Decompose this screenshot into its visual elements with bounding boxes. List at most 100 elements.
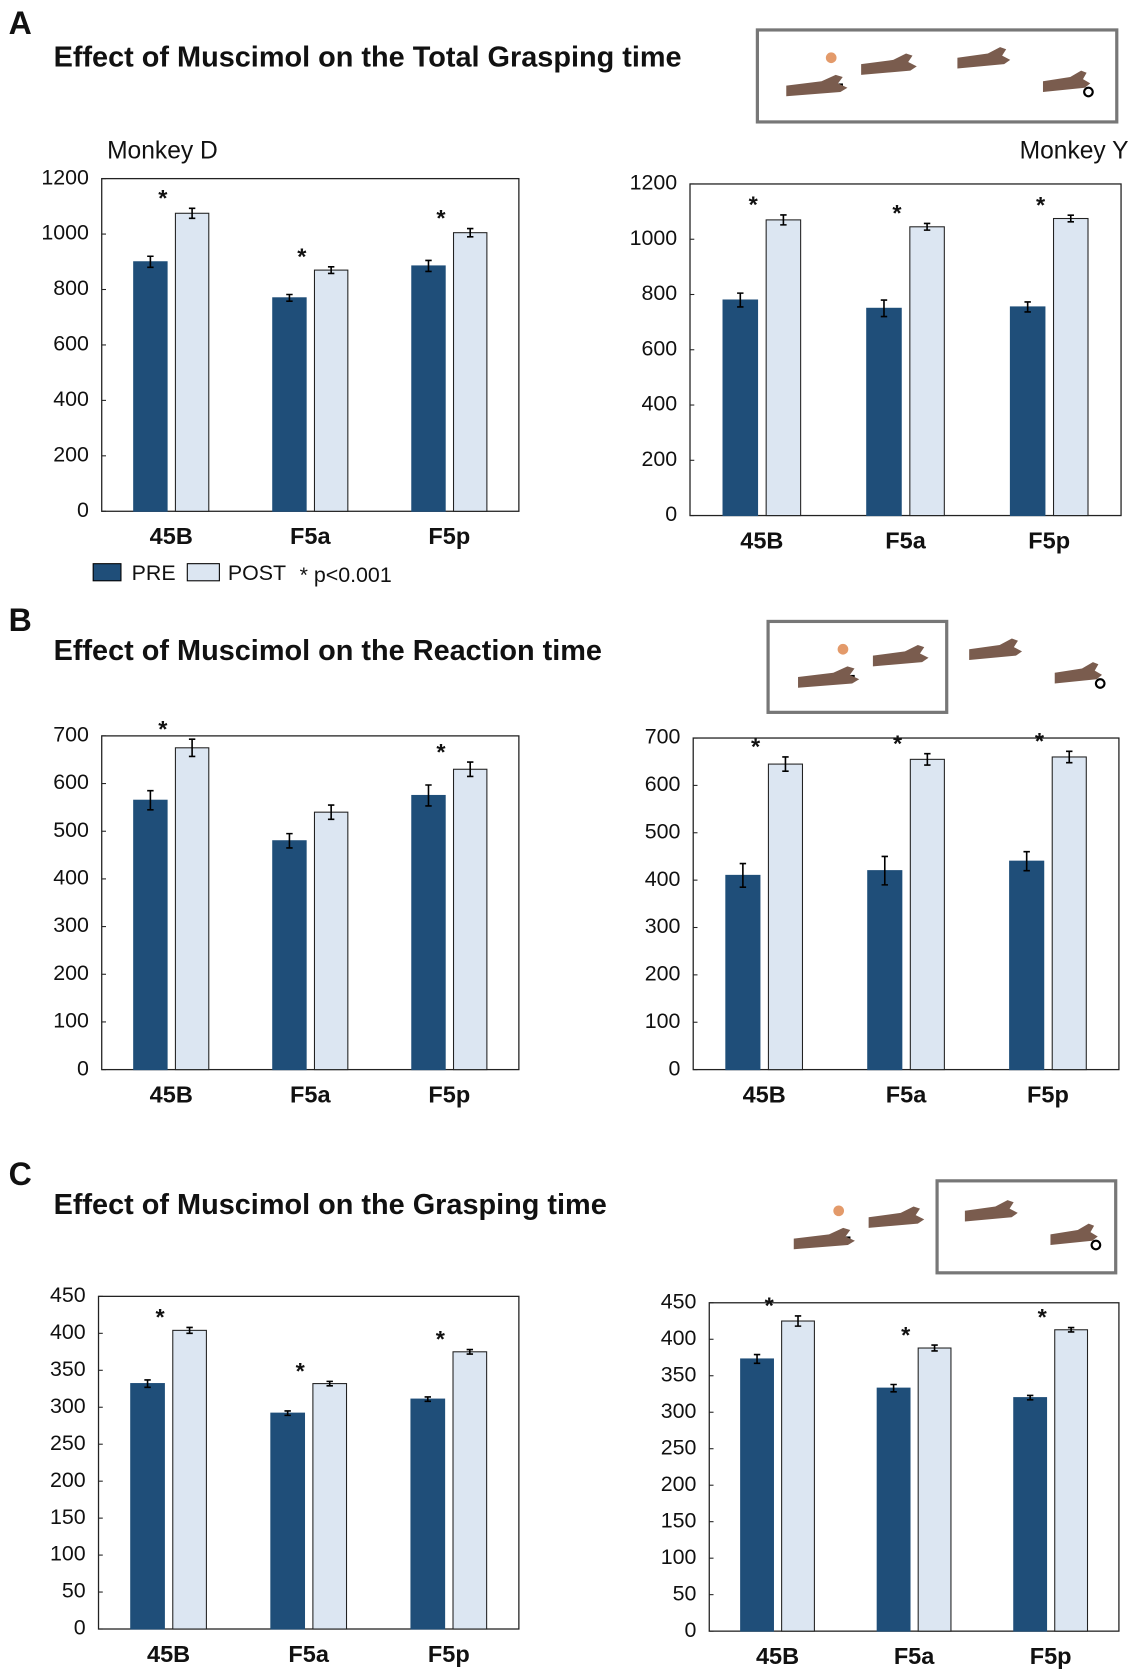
bar	[174, 212, 210, 512]
bar	[1052, 217, 1089, 517]
x-tick-label: F5a	[886, 1082, 927, 1108]
error-bar	[890, 1383, 897, 1393]
significance-mark: *	[892, 200, 902, 226]
panel-letter: A	[9, 5, 32, 41]
significance-mark: *	[297, 243, 307, 269]
hand-icon	[868, 1206, 925, 1228]
error-bar	[931, 1344, 938, 1352]
y-tick-label: 700	[53, 723, 89, 747]
bar	[1009, 860, 1045, 1071]
significance-mark: *	[751, 734, 761, 760]
error-bar	[286, 832, 293, 849]
legend-swatch	[92, 563, 122, 582]
x-tick-label: F5a	[885, 528, 926, 554]
error-bar	[782, 756, 789, 772]
hand-icon	[872, 644, 929, 667]
x-tick-label: F5p	[1028, 528, 1070, 554]
error-bar	[147, 789, 154, 811]
x-tick-label: 45B	[147, 1641, 190, 1667]
monkey-label: Monkey Y	[1020, 137, 1129, 164]
object-icon	[1090, 1239, 1102, 1251]
bar	[917, 1347, 952, 1632]
y-tick-label: 1000	[630, 226, 678, 250]
y-tick-label: 450	[50, 1283, 86, 1307]
error-bar	[1067, 1326, 1075, 1333]
y-tick-label: 100	[50, 1542, 86, 1566]
y-tick-label: 400	[53, 387, 89, 411]
significance-mark: *	[765, 1293, 775, 1319]
y-tick-label: 350	[661, 1362, 697, 1386]
y-tick-label: 350	[50, 1357, 86, 1381]
bulb-icon	[825, 52, 837, 64]
y-tick-label: 300	[645, 914, 681, 938]
y-tick-label: 100	[645, 1009, 681, 1033]
y-tick-label: 300	[661, 1399, 697, 1423]
y-tick-label: 400	[645, 867, 681, 891]
bar	[1013, 1397, 1048, 1632]
bulb-icon	[837, 643, 849, 655]
y-tick-label: 150	[661, 1508, 697, 1532]
y-tick-label: 1000	[41, 221, 89, 245]
significance-mark: *	[901, 1322, 911, 1348]
panel-letter: B	[9, 602, 32, 638]
bar	[767, 763, 804, 1071]
y-tick-label: 600	[53, 770, 89, 794]
error-bar	[188, 207, 196, 220]
error-bar	[186, 1326, 193, 1335]
hand-icon	[1050, 1223, 1098, 1246]
significance-mark: *	[893, 730, 903, 756]
plot-frame	[97, 1295, 520, 1630]
x-tick-label: F5p	[428, 523, 470, 549]
y-tick-label: 700	[645, 725, 681, 749]
hand-icon	[964, 1200, 1018, 1222]
x-tick-label: F5p	[428, 1082, 470, 1108]
bar	[312, 1383, 348, 1630]
error-bar	[1067, 214, 1074, 223]
significance-mark: *	[1035, 728, 1045, 754]
y-tick-label: 250	[661, 1435, 697, 1459]
y-tick-label: 600	[53, 332, 89, 356]
x-tick-label: 45B	[150, 523, 193, 549]
y-tick-label: 200	[53, 442, 89, 466]
significance-mark: *	[156, 1304, 166, 1330]
bar	[1054, 1329, 1089, 1632]
y-tick-label: 0	[685, 1618, 697, 1642]
bar	[410, 1398, 446, 1630]
y-tick-label: 200	[53, 961, 89, 985]
panel-letter: C	[9, 1156, 32, 1192]
inset-box	[935, 1179, 1118, 1275]
bar	[722, 299, 759, 517]
y-tick-label: 800	[53, 276, 89, 300]
error-bar	[425, 784, 432, 807]
y-tick-label: 800	[641, 281, 677, 305]
bar	[174, 747, 210, 1071]
error-bar	[188, 738, 196, 758]
object-icon	[1083, 86, 1094, 98]
x-tick-label: F5p	[1030, 1643, 1072, 1669]
bar	[876, 1387, 911, 1632]
x-tick-label: F5p	[428, 1641, 470, 1667]
plot-frame	[708, 1302, 1120, 1632]
error-bar	[881, 855, 888, 886]
legend-label: PRE	[132, 561, 176, 585]
x-tick-label: 45B	[743, 1082, 786, 1108]
y-tick-label: 500	[645, 819, 681, 843]
y-tick-label: 1200	[630, 171, 678, 195]
object-icon	[1094, 678, 1106, 689]
error-bar	[286, 293, 293, 302]
panel-title: Effect of Muscimol on the Reaction time	[54, 635, 602, 667]
significance-mark: *	[296, 1358, 306, 1384]
plot-frame	[101, 735, 520, 1071]
error-bar	[739, 862, 747, 889]
y-tick-label: 300	[50, 1394, 86, 1418]
y-tick-label: 150	[50, 1505, 86, 1529]
significance-mark: *	[1036, 192, 1046, 218]
x-tick-label: F5p	[1027, 1082, 1069, 1108]
x-tick-label: 45B	[756, 1643, 799, 1669]
x-tick-label: 45B	[150, 1082, 193, 1108]
significance-mark: *	[749, 192, 759, 218]
inset-box	[755, 28, 1119, 124]
significance-mark: *	[436, 1326, 446, 1352]
panel-title: Effect of Muscimol on the Total Grasping…	[54, 41, 682, 73]
